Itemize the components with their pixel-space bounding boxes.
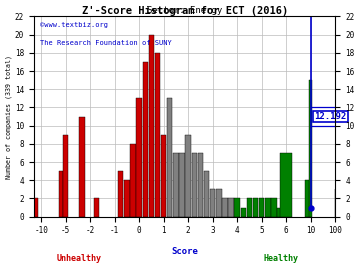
Bar bbox=[309, 80, 312, 217]
Bar bbox=[222, 198, 228, 217]
Bar bbox=[247, 198, 252, 217]
Text: The Research Foundation of SUNY: The Research Foundation of SUNY bbox=[40, 40, 172, 46]
Bar bbox=[305, 180, 310, 217]
Bar bbox=[210, 189, 215, 217]
Bar bbox=[277, 208, 283, 217]
Text: 12.192: 12.192 bbox=[314, 112, 347, 121]
X-axis label: Score: Score bbox=[171, 247, 198, 255]
Bar bbox=[185, 135, 191, 217]
Bar bbox=[94, 198, 99, 217]
Bar bbox=[63, 135, 68, 217]
Bar bbox=[204, 171, 209, 217]
Bar bbox=[259, 198, 264, 217]
Bar bbox=[161, 135, 166, 217]
Bar bbox=[79, 117, 85, 217]
Text: Healthy: Healthy bbox=[264, 254, 299, 263]
Text: Unhealthy: Unhealthy bbox=[57, 254, 102, 263]
Bar bbox=[130, 144, 136, 217]
Bar bbox=[228, 198, 234, 217]
Bar bbox=[179, 153, 185, 217]
Bar bbox=[143, 62, 148, 217]
Bar bbox=[271, 198, 276, 217]
Bar bbox=[167, 98, 172, 217]
Bar bbox=[198, 153, 203, 217]
Bar bbox=[173, 153, 179, 217]
Bar bbox=[136, 98, 142, 217]
Bar bbox=[253, 198, 258, 217]
Bar bbox=[149, 35, 154, 217]
Bar bbox=[34, 198, 38, 217]
Y-axis label: Number of companies (339 total): Number of companies (339 total) bbox=[5, 55, 12, 178]
Bar bbox=[234, 198, 240, 217]
Bar bbox=[265, 198, 270, 217]
Bar bbox=[59, 171, 63, 217]
Bar bbox=[240, 208, 246, 217]
Bar bbox=[280, 153, 292, 217]
Bar bbox=[192, 153, 197, 217]
Text: ©www.textbiz.org: ©www.textbiz.org bbox=[40, 22, 108, 28]
Text: Sector: Energy: Sector: Energy bbox=[147, 6, 222, 15]
Bar bbox=[216, 189, 221, 217]
Title: Z'-Score Histogram for ECT (2016): Z'-Score Histogram for ECT (2016) bbox=[81, 6, 288, 16]
Bar bbox=[118, 171, 123, 217]
Bar bbox=[124, 180, 130, 217]
Bar bbox=[155, 53, 160, 217]
